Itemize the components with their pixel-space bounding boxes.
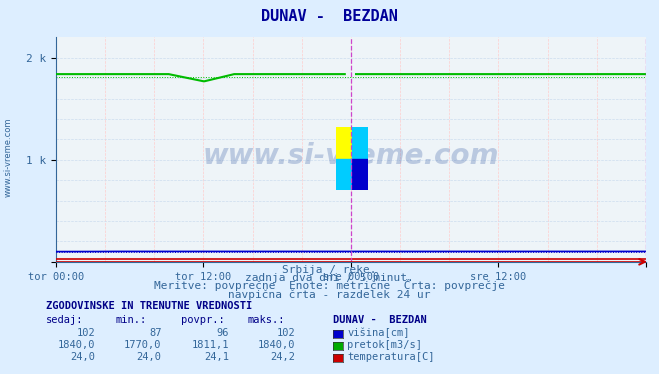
Text: www.si-vreme.com: www.si-vreme.com	[203, 142, 499, 170]
Text: Meritve: povprečne  Enote: metrične  Črta: povprečje: Meritve: povprečne Enote: metrične Črta:…	[154, 279, 505, 291]
Text: 24,0: 24,0	[136, 352, 161, 362]
Text: navpična črta - razdelek 24 ur: navpična črta - razdelek 24 ur	[228, 289, 431, 300]
Text: 1770,0: 1770,0	[124, 340, 161, 350]
Text: 24,2: 24,2	[270, 352, 295, 362]
Text: 102: 102	[277, 328, 295, 338]
Text: 1811,1: 1811,1	[192, 340, 229, 350]
Text: min.:: min.:	[115, 315, 146, 325]
Text: 96: 96	[217, 328, 229, 338]
Text: višina[cm]: višina[cm]	[347, 328, 410, 338]
Text: 102: 102	[77, 328, 96, 338]
Text: maks.:: maks.:	[247, 315, 285, 325]
Text: pretok[m3/s]: pretok[m3/s]	[347, 340, 422, 350]
Text: temperatura[C]: temperatura[C]	[347, 352, 435, 362]
Text: www.si-vreme.com: www.si-vreme.com	[3, 117, 13, 197]
Text: DUNAV -  BEZDAN: DUNAV - BEZDAN	[333, 315, 426, 325]
Text: 24,1: 24,1	[204, 352, 229, 362]
Text: 87: 87	[149, 328, 161, 338]
Text: 1840,0: 1840,0	[58, 340, 96, 350]
Text: 1840,0: 1840,0	[258, 340, 295, 350]
Text: povpr.:: povpr.:	[181, 315, 225, 325]
Text: DUNAV -  BEZDAN: DUNAV - BEZDAN	[261, 9, 398, 24]
Text: sedaj:: sedaj:	[46, 315, 84, 325]
Text: zadnja dva dni / 5 minut.: zadnja dva dni / 5 minut.	[245, 273, 414, 283]
Text: ZGODOVINSKE IN TRENUTNE VREDNOSTI: ZGODOVINSKE IN TRENUTNE VREDNOSTI	[46, 301, 252, 310]
Text: Srbija / reke.: Srbija / reke.	[282, 265, 377, 275]
Text: 24,0: 24,0	[71, 352, 96, 362]
